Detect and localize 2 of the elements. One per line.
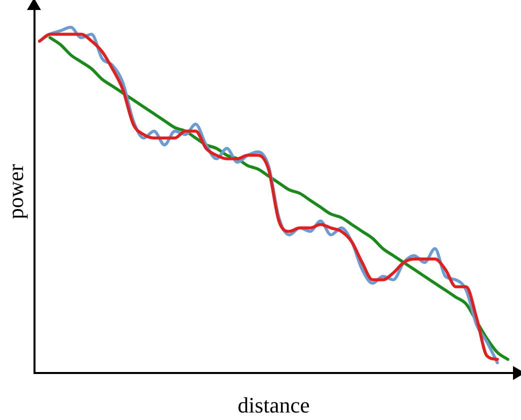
- y-axis-title: power: [2, 163, 28, 220]
- x-axis-title: distance: [238, 392, 310, 418]
